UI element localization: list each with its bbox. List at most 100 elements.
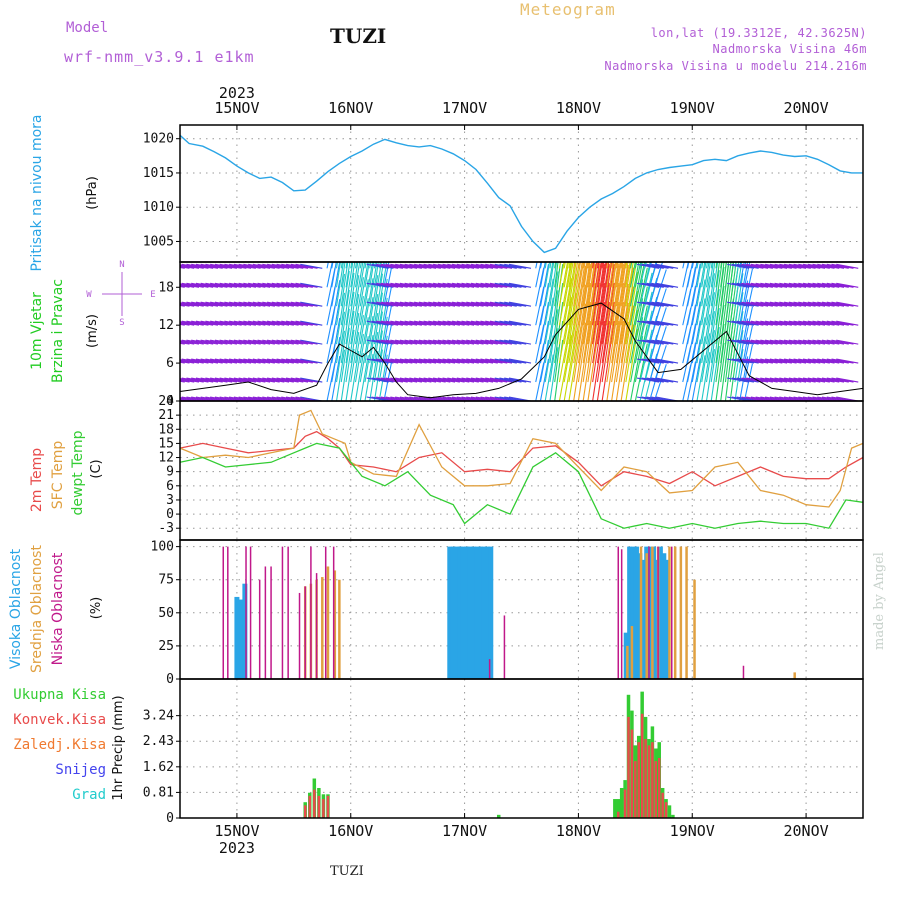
wind-barb (686, 262, 694, 288)
x-tick-label-bottom: 19NOV (670, 822, 715, 840)
wind-barb (224, 358, 247, 364)
wind-barb (243, 377, 266, 383)
cloud-bar (281, 546, 284, 679)
wind-barb (731, 320, 755, 326)
wind-barb (345, 262, 351, 288)
wind-barb (701, 314, 711, 364)
wind-barb (191, 377, 214, 383)
wind-barb (710, 262, 719, 307)
wind-barb (705, 273, 716, 326)
wind-barb (243, 339, 266, 345)
wind-barb (186, 339, 209, 345)
wind-barb (229, 358, 252, 364)
wind-barb (544, 297, 554, 345)
wind-barb (371, 339, 394, 345)
wind-barb (746, 320, 769, 326)
wind-barb (544, 262, 551, 288)
cloud-bar (639, 546, 643, 679)
wind-barb (696, 262, 702, 288)
wind-barb (549, 262, 558, 307)
wind-barb (788, 320, 811, 326)
wind-barb (769, 339, 792, 345)
wind-barb (615, 262, 627, 326)
wind-barb (821, 339, 845, 345)
wind-barb (587, 301, 601, 383)
x-tick-label-bottom: 18NOV (556, 822, 601, 840)
wind-barb (549, 290, 559, 345)
wind-barb (224, 339, 247, 345)
precip-bar (308, 795, 312, 818)
wind-barb (451, 339, 475, 345)
precip-bar (667, 805, 672, 818)
y-tick-label: 18 (158, 280, 174, 295)
wind-label-1: 10m Vjetar (29, 292, 45, 370)
wind-barb (489, 282, 513, 288)
wind-barb (779, 358, 802, 364)
wind-barb (205, 339, 228, 345)
wind-barb (646, 263, 669, 269)
wind-barb (549, 328, 559, 383)
wind-barb (300, 301, 323, 307)
wind-barb (180, 303, 190, 307)
wind-barb (371, 282, 394, 288)
wind-barb (596, 283, 610, 364)
cloud-bar (657, 546, 659, 679)
y-tick-label: 1020 (143, 132, 174, 147)
precip-bar (661, 792, 664, 818)
cloud-bar (668, 546, 671, 679)
wind-barb (582, 320, 596, 401)
wind-barb (373, 311, 384, 364)
wind-barb (233, 377, 256, 383)
wind-barb (582, 262, 594, 326)
wind-barb (836, 377, 859, 383)
cloud-bar (617, 546, 620, 679)
precip-legend-3: Zaledj.Kisa (13, 737, 106, 753)
wind-barb (271, 377, 294, 383)
wind-barb (480, 263, 503, 269)
wind-barb (836, 358, 859, 364)
wind-barb (262, 263, 285, 269)
wind-barb (345, 348, 355, 401)
wind-barb (696, 355, 706, 401)
wind-barb (817, 301, 840, 307)
wind-barb (345, 262, 354, 307)
wind-barb (793, 282, 816, 288)
wind-barb (470, 339, 494, 345)
wind-barb (731, 358, 755, 364)
wind-barb (373, 262, 377, 269)
cloud-bar (471, 546, 477, 679)
wind-barb (359, 262, 369, 307)
wind-barb (385, 301, 408, 307)
cloud-bar (793, 672, 796, 679)
wind-barb (371, 263, 394, 269)
wind-barb (651, 282, 674, 288)
wind-barb (205, 358, 228, 364)
wind-barb (639, 262, 643, 269)
wind-barb (480, 377, 503, 383)
wind-barb (414, 320, 437, 326)
y-tick-label: 6 (166, 356, 174, 371)
wind-barb (371, 301, 394, 307)
wind-barb (281, 301, 304, 307)
wind-label-2: Brzina i Pravac (50, 279, 66, 383)
wind-barb (180, 380, 185, 383)
wind-barb (331, 355, 341, 401)
wind-barb (836, 263, 859, 269)
wind-barb (385, 339, 408, 345)
wind-barb (544, 262, 554, 307)
wind-barb (793, 339, 816, 345)
wind-barb (769, 263, 792, 269)
wind-barb (724, 262, 732, 307)
wind-barb (535, 305, 545, 345)
y-tick-label: 1.62 (143, 760, 174, 775)
wind-barb (195, 377, 219, 383)
wind-barb (350, 275, 360, 326)
wind-barb (200, 263, 223, 269)
wind-barb (195, 358, 219, 364)
wind-barb (577, 262, 589, 326)
wind-barb (691, 339, 701, 383)
wind-barb (508, 301, 532, 307)
wind-barb (371, 358, 394, 364)
cloud-bar (460, 546, 466, 679)
